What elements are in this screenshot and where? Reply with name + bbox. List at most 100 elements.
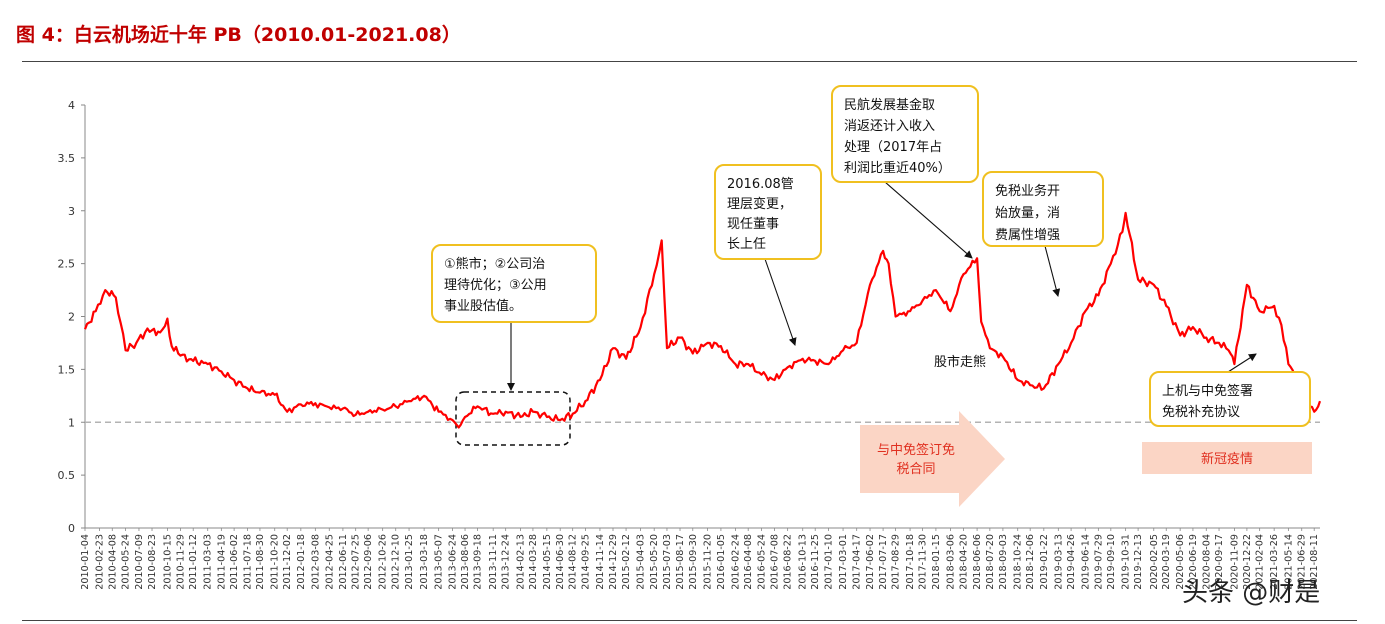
event-banner-arrow: [860, 411, 1005, 507]
event-banner-box: [1142, 442, 1312, 474]
callout-text: 免税业务开: [995, 183, 1060, 199]
callout-box: [714, 164, 822, 260]
callout-box: [1149, 371, 1311, 427]
x-tick-label: 2011-10-20: [270, 534, 281, 590]
x-tick-label: 2015-09-30: [688, 534, 699, 590]
y-tick-label: 3.5: [58, 152, 76, 165]
x-tick-label: 2017-10-18: [905, 534, 916, 590]
x-tick-label: 2015-05-20: [649, 534, 660, 590]
x-tick-label: 2016-07-08: [770, 534, 781, 590]
callout-arrow: [884, 181, 973, 259]
trough-highlight-box: [455, 391, 571, 446]
callout-text: 长上任: [727, 237, 766, 252]
x-tick-label: 2016-10-13: [798, 534, 809, 590]
x-tick-label: 2017-06-02: [865, 534, 876, 590]
callout-text: 理层变更，: [727, 196, 792, 212]
x-tick-label: 2015-04-03: [636, 534, 647, 590]
x-tick-label: 2015-11-20: [703, 534, 714, 590]
y-tick-label: 2: [68, 311, 75, 324]
x-tick-label: 2020-05-06: [1175, 534, 1186, 590]
y-tick-label: 3: [68, 205, 75, 218]
x-tick-label: 2012-01-18: [296, 534, 307, 590]
x-tick-label: 2013-09-18: [473, 534, 484, 590]
series-line-0: [83, 211, 1322, 429]
x-tick-label: 2020-02-05: [1149, 534, 1160, 590]
x-tick-label: 2012-07-25: [351, 534, 362, 590]
x-tick-label: 2017-08-29: [891, 534, 902, 590]
x-tick-label: 2021-03-26: [1269, 534, 1280, 590]
x-tick-label: 2012-12-10: [391, 534, 402, 590]
x-tick-label: 2011-01-12: [188, 534, 199, 590]
x-tick-label: 2011-07-18: [242, 534, 253, 590]
x-tick-label: 2019-07-29: [1093, 534, 1104, 590]
x-tick-label: 2019-01-22: [1039, 534, 1050, 590]
callout-text: 利润比重近40%）: [844, 160, 951, 176]
x-tick-label: 2019-06-14: [1080, 534, 1091, 590]
x-tick-label: 2015-07-03: [662, 534, 673, 590]
x-tick-label: 2013-08-06: [460, 534, 471, 590]
x-tick-label: 2012-10-26: [378, 534, 389, 590]
x-tick-label: 2010-07-09: [134, 534, 145, 590]
callout-box: [982, 171, 1104, 247]
x-tick-label: 2016-05-24: [757, 534, 768, 590]
x-tick-label: 2021-02-04: [1255, 534, 1266, 590]
x-tick-label: 2013-05-07: [434, 534, 445, 590]
x-tick-label: 2020-08-04: [1201, 534, 1212, 590]
x-tick-label: 2010-01-04: [80, 534, 91, 590]
x-tick-label: 2021-08-11: [1309, 534, 1320, 590]
callout-text: ①熊市；②公司治: [444, 256, 545, 272]
x-tick-label: 2014-05-15: [542, 534, 553, 590]
x-tick-label: 2019-03-13: [1053, 534, 1064, 590]
x-tick-label: 2010-11-29: [175, 534, 186, 590]
figure-title: 图 4：白云机场近十年 PB（2010.01-2021.08）: [16, 24, 461, 46]
x-tick-label: 2012-03-08: [310, 534, 321, 590]
x-tick-label: 2016-08-22: [783, 534, 794, 590]
callout-arrow: [1044, 245, 1061, 297]
watermark-text: 头条 @财是: [1182, 578, 1321, 608]
callout-box: [431, 244, 597, 323]
x-tick-label: 2018-10-24: [1013, 534, 1024, 590]
x-tick-label: 2015-02-12: [621, 534, 632, 590]
x-tick-label: 2020-09-17: [1214, 534, 1225, 590]
x-tick-label: 2021-05-14: [1283, 534, 1294, 590]
x-tick-label: 2014-11-14: [595, 534, 606, 590]
callout-text: 费属性增强: [995, 228, 1060, 243]
chart-text-label: 股市走熊: [934, 354, 986, 370]
x-tick-label: 2013-01-25: [404, 534, 415, 590]
x-tick-label: 2019-12-13: [1133, 534, 1144, 590]
x-tick-label: 2010-04-08: [107, 534, 118, 590]
event-banner-text: 与中免签订免: [877, 442, 955, 458]
x-tick-label: 2020-06-19: [1188, 534, 1199, 590]
x-tick-label: 2011-04-19: [216, 534, 227, 590]
y-tick-label: 2.5: [58, 258, 76, 271]
x-tick-label: 2016-01-05: [716, 534, 727, 590]
top-divider: [22, 61, 1357, 62]
callout-box: [831, 85, 979, 183]
x-tick-label: 2013-11-11: [488, 534, 499, 590]
x-tick-label: 2010-02-23: [95, 534, 106, 590]
callout-text: 理待优化；③公用: [444, 278, 547, 293]
callout-text: 上机与中免签署: [1162, 383, 1253, 399]
y-tick-label: 0: [68, 522, 75, 535]
x-tick-label: 2014-06-30: [555, 534, 566, 590]
callout-text: 始放量，消: [995, 206, 1060, 221]
event-banner-text: 新冠疫情: [1201, 451, 1253, 467]
y-tick-label: 1: [68, 416, 75, 429]
x-tick-label: 2016-11-25: [810, 534, 821, 590]
callout-text: 现任董事: [727, 217, 779, 232]
x-tick-label: 2018-03-06: [945, 534, 956, 590]
callout-text: 2016.08管: [727, 177, 794, 192]
x-tick-label: 2014-02-13: [515, 534, 526, 590]
bottom-divider: [22, 620, 1357, 621]
x-tick-label: 2011-08-30: [255, 534, 266, 590]
x-tick-label: 2010-08-23: [147, 534, 158, 590]
x-tick-label: 2012-06-11: [338, 534, 349, 590]
x-tick-label: 2011-06-02: [229, 534, 240, 590]
x-tick-label: 2016-02-24: [730, 534, 741, 590]
x-tick-label: 2011-03-03: [203, 534, 214, 590]
callout-text: 民航发展基金取: [844, 97, 935, 113]
x-tick-label: 2016-04-08: [743, 534, 754, 590]
x-tick-label: 2010-05-24: [121, 534, 132, 590]
